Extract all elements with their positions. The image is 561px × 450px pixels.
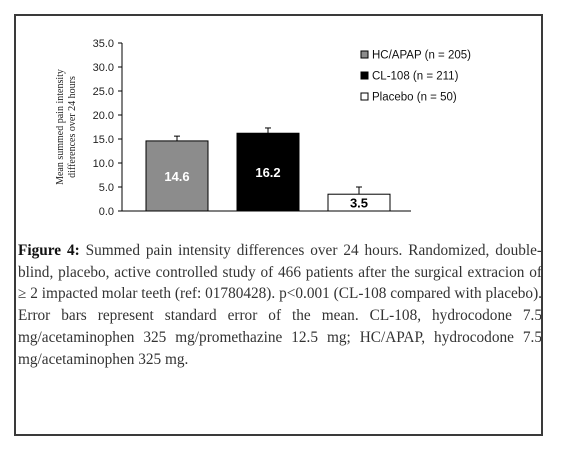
y-tick-label: 35.0 (93, 38, 114, 50)
legend-label: Placebo (n = 50) (372, 92, 457, 104)
legend-swatch (360, 71, 369, 80)
bar-value-label: 14.6 (164, 169, 189, 184)
bars: 14.6 16.2 3.5 (122, 127, 411, 212)
legend-label: CL-108 (n = 211) (372, 71, 459, 83)
caption-text: Summed pain intensity differences over 2… (18, 242, 543, 368)
y-tick-label: 5.0 (99, 182, 114, 194)
y-tick-label: 15.0 (93, 134, 114, 146)
figure-caption: Figure 4: Summed pain intensity differen… (18, 240, 542, 370)
bar (236, 132, 300, 212)
legend: HC/APAP (n = 205) CL-108 (n = 211) Placebo… (360, 50, 471, 104)
legend-swatch (360, 92, 369, 101)
legend-swatch (360, 50, 369, 59)
figure-label: Figure 4: (18, 242, 80, 259)
y-axis-label: Mean summed pain intensity differences o… (55, 69, 78, 185)
bar-value-label: 3.5 (350, 196, 368, 211)
y-tick-label: 20.0 (93, 110, 114, 122)
y-axis: 0.0 5.0 10.0 15.0 20.0 25.0 30.0 35.0 (93, 38, 123, 218)
y-axis-label-line-1: Mean summed pain intensity (55, 69, 66, 185)
y-tick-label: 0.0 (99, 206, 114, 218)
y-tick-label: 30.0 (93, 62, 114, 74)
y-axis-label-line-2: differences over 24 hours (67, 76, 78, 178)
bar-value-label: 16.2 (255, 165, 280, 180)
y-tick-label: 10.0 (93, 158, 114, 170)
y-tick-label: 25.0 (93, 86, 114, 98)
legend-label: HC/APAP (n = 205) (372, 50, 471, 62)
bar-chart: Mean summed pain intensity differences o… (55, 38, 471, 218)
figure-frame (14, 14, 543, 436)
